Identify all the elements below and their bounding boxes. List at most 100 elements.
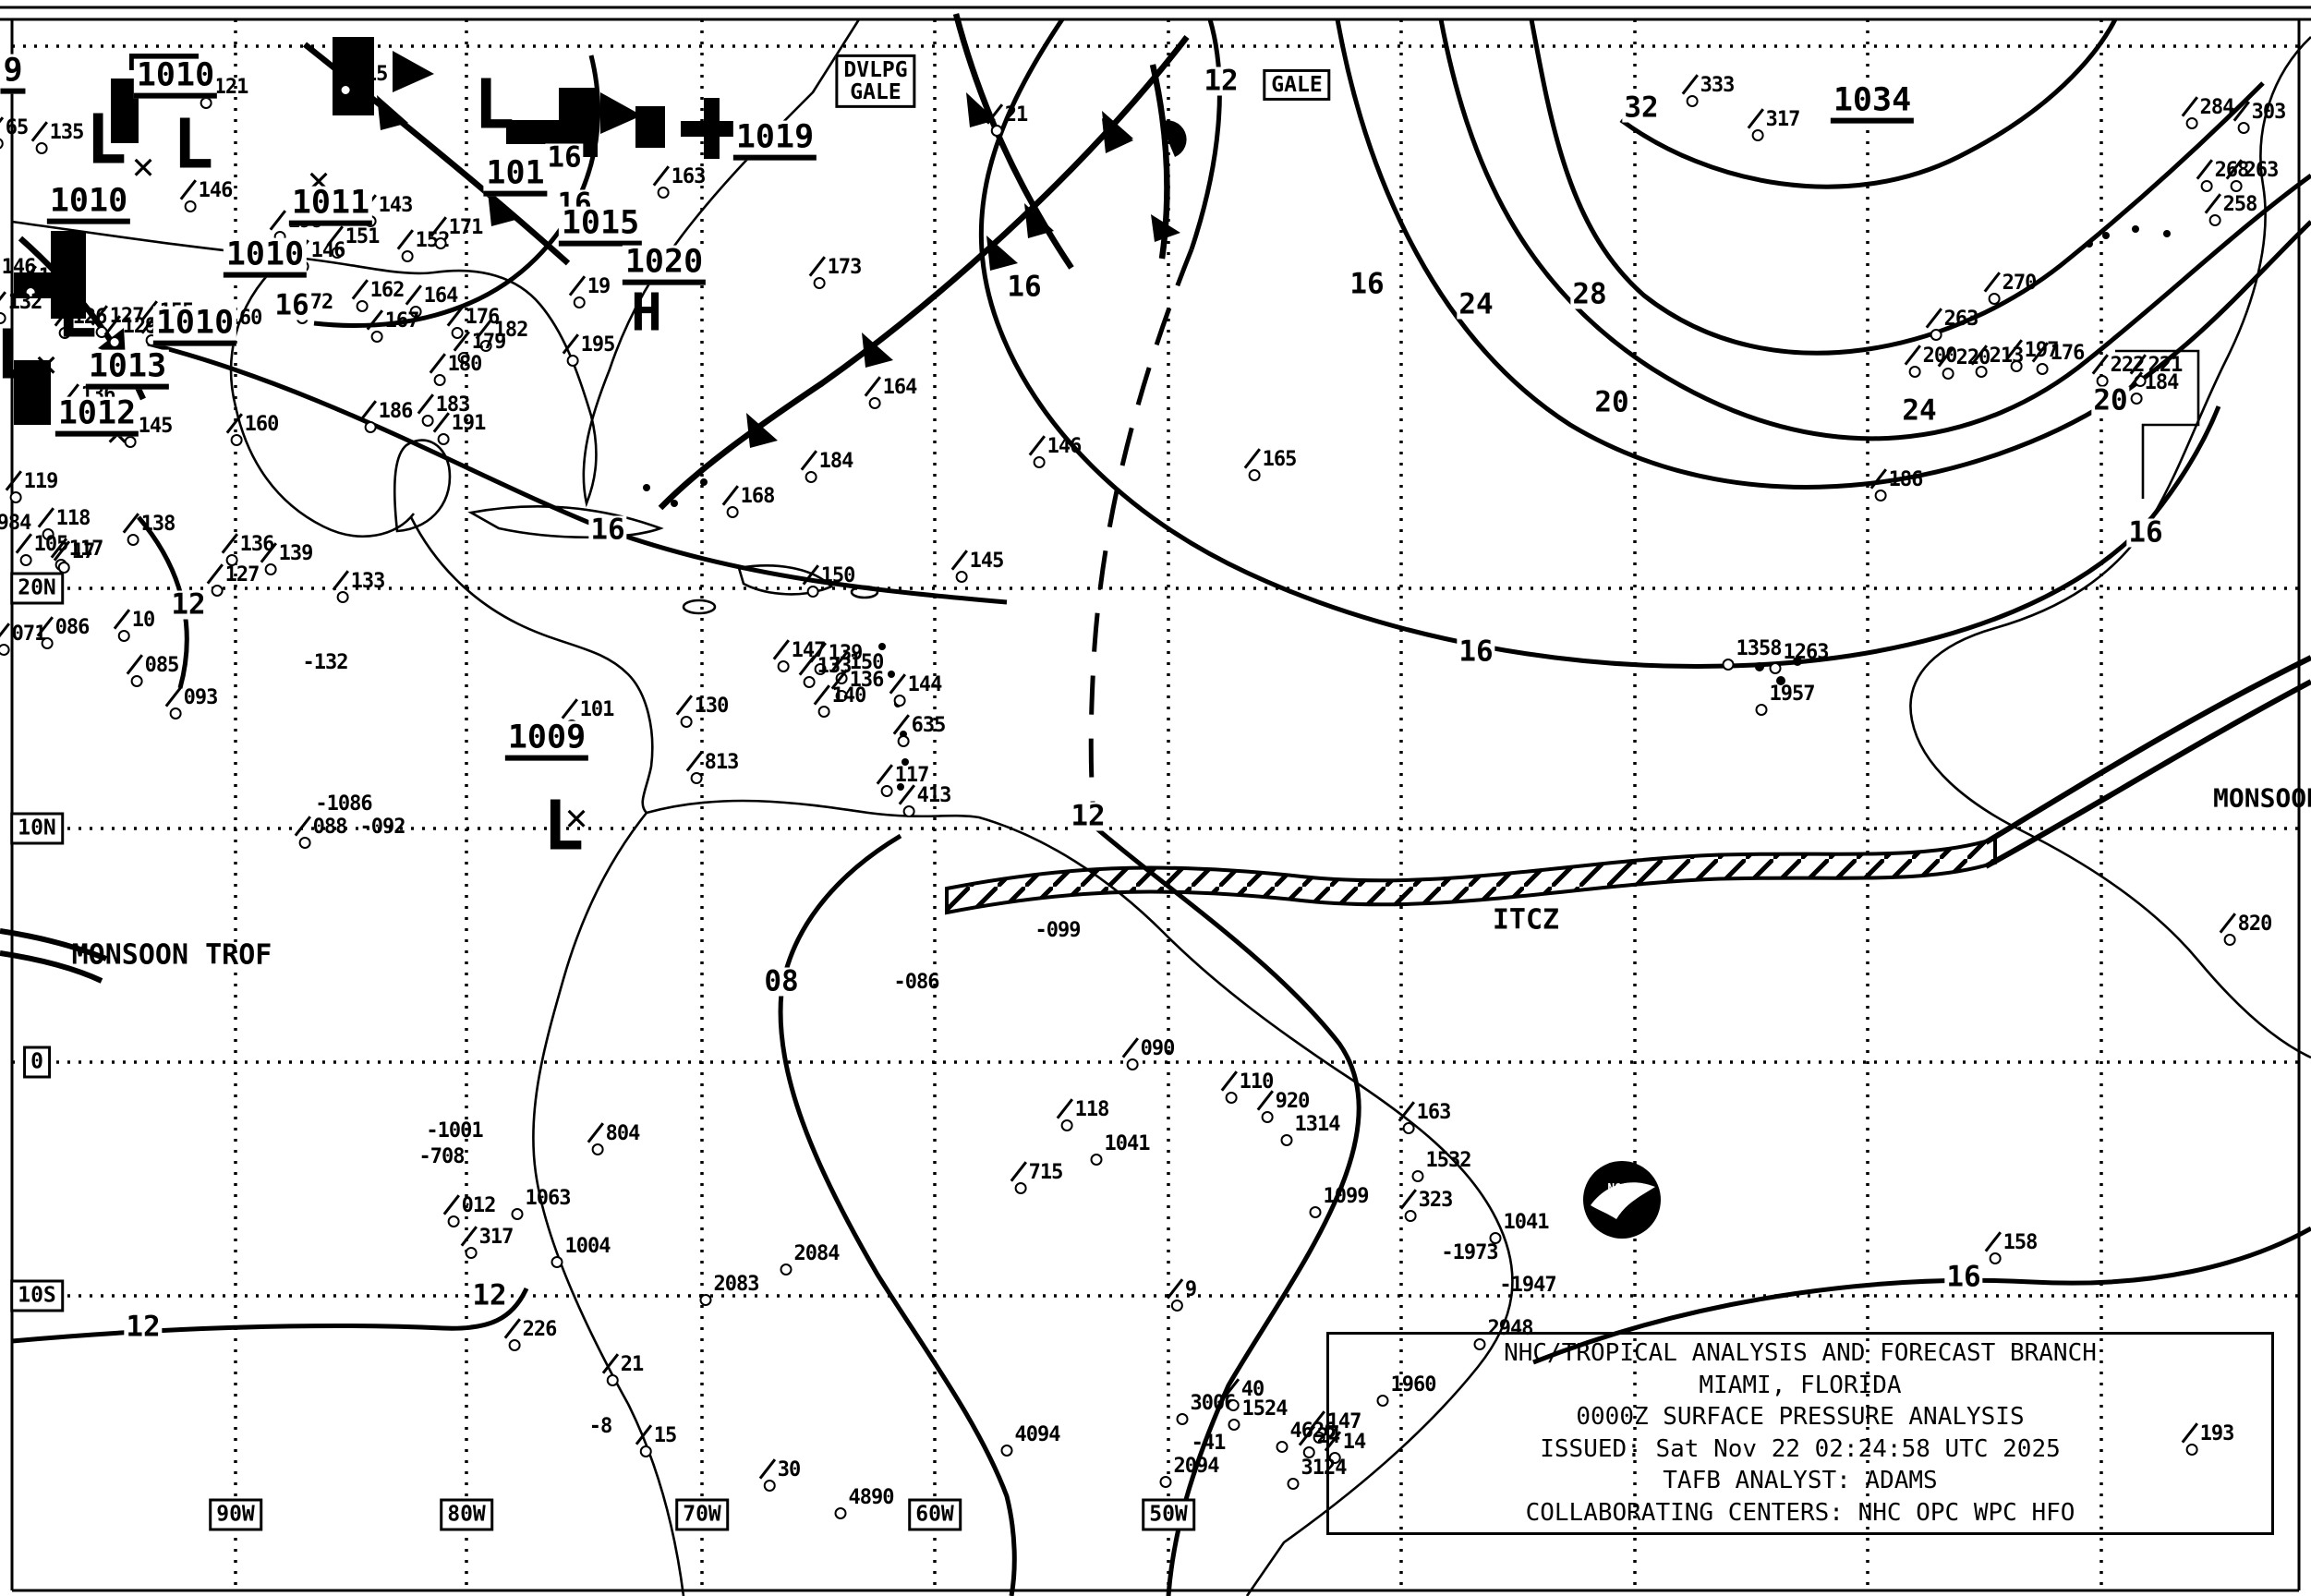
- isobar-label: 32: [1622, 91, 1661, 125]
- isobar-08: [778, 833, 1017, 1596]
- station-value: 115: [339, 63, 388, 96]
- station-value: 144: [893, 673, 942, 707]
- station-value: 263: [2230, 159, 2279, 192]
- station-value: 220: [1942, 346, 1990, 380]
- low-center-symbol: L: [542, 786, 585, 866]
- low-center-symbol: L: [473, 65, 515, 145]
- station-value: 920: [1261, 1090, 1310, 1123]
- station-value: 146: [1033, 435, 1082, 468]
- pressure-center-label: 1012: [54, 396, 139, 437]
- low-center-symbol: L: [55, 273, 98, 354]
- station-value: 093: [169, 686, 218, 719]
- station-value: 158: [1989, 1231, 2038, 1264]
- cold-front: [658, 35, 1190, 511]
- station-value: 1263: [1769, 641, 1829, 674]
- station-value: 085: [130, 654, 179, 687]
- station-value: 195: [566, 333, 615, 367]
- station-value: 090: [1126, 1037, 1175, 1070]
- station-value: 127: [211, 563, 260, 597]
- title-product: 0000Z SURFACE PRESSURE ANALYSIS: [1576, 1403, 2025, 1432]
- low-center-symbol: L: [172, 104, 214, 185]
- station-value: -1973: [1441, 1241, 1498, 1264]
- isobar-12: [11, 1287, 529, 1344]
- itcz-band: [945, 836, 1997, 915]
- isobar-label: 20: [2091, 383, 2130, 417]
- station-value: 086: [41, 616, 90, 649]
- station-value: 117: [880, 764, 929, 797]
- lon-label-70W: 70W: [675, 1498, 729, 1531]
- pressure-center-label: 1009: [504, 720, 589, 761]
- isobar-16: [147, 341, 1008, 605]
- isobar-label: 16: [1457, 635, 1495, 669]
- isobars: [11, 18, 2311, 1596]
- station-value: 163: [1402, 1101, 1451, 1134]
- isobar-12: [1093, 825, 1361, 1596]
- pressure-center-label: 1020: [622, 245, 707, 285]
- isobar-label: 16: [1348, 267, 1386, 301]
- station-value: 40: [1228, 1378, 1264, 1411]
- station-value: 14: [1329, 1431, 1366, 1464]
- station-value: 3124: [1287, 1457, 1347, 1490]
- station-value: 164: [868, 376, 917, 409]
- isobar-label: 12: [124, 1310, 163, 1344]
- low-center-symbol: L: [0, 315, 37, 395]
- center-x-mark: ✕: [131, 145, 155, 187]
- isobar-16: [1532, 1226, 2311, 1365]
- station-value: 146: [296, 239, 345, 272]
- isobar-label: 12: [1202, 64, 1240, 98]
- isobar-label: 16: [1944, 1260, 1983, 1294]
- isobar-label: 16: [272, 288, 311, 322]
- station-value: 167: [370, 309, 419, 343]
- title-analyst: TAFB ANALYST: ADAMS: [1663, 1467, 1938, 1495]
- station-value: 19: [574, 275, 611, 308]
- station-value: 4626: [1276, 1420, 1336, 1453]
- station-value: -1086: [315, 792, 372, 816]
- svg-text:NOAA: NOAA: [1607, 1182, 1636, 1196]
- lat-label-20N: 20N: [10, 572, 64, 605]
- station-value: 813: [690, 751, 739, 784]
- station-value: 133: [803, 655, 852, 688]
- isobar-label: 16: [1005, 270, 1044, 304]
- station-value: 30: [764, 1458, 801, 1492]
- title-city: MIAMI, FLORIDA: [1699, 1371, 1902, 1399]
- lat-label-10N: 10N: [10, 812, 64, 845]
- pressure-center-label: 1019: [732, 120, 817, 161]
- station-value: -41: [1191, 1432, 1227, 1455]
- station-value: 071: [0, 623, 46, 656]
- station-value: 15: [640, 1424, 677, 1457]
- station-value: 138: [127, 513, 175, 546]
- station-value: 1314: [1280, 1113, 1340, 1146]
- station-value: 323: [1404, 1189, 1453, 1222]
- station-value: 72: [296, 291, 333, 324]
- station-value: 105: [19, 533, 68, 566]
- station-value: 1041: [1090, 1132, 1150, 1166]
- isobar-16: [978, 18, 2221, 669]
- station-value: 145: [124, 415, 173, 448]
- station-value: 118: [1060, 1098, 1109, 1131]
- station-value: 317: [1751, 108, 1800, 141]
- station-value: 133: [336, 570, 385, 603]
- station-value: -132: [302, 651, 349, 674]
- station-value: 2083: [699, 1273, 759, 1306]
- station-value: 303: [2237, 101, 2286, 134]
- isobar-label: 16: [588, 513, 627, 547]
- station-value: 270: [1988, 272, 2037, 305]
- station-value: 222: [2096, 354, 2145, 387]
- station-value: 984: [0, 514, 31, 534]
- station-value: 1960: [1376, 1373, 1436, 1407]
- station-value: 145: [955, 550, 1004, 583]
- station-value: 163: [657, 165, 706, 199]
- station-value: 1524: [1228, 1397, 1288, 1431]
- station-value: -092: [359, 816, 406, 839]
- station-value: 184: [2130, 371, 2179, 405]
- cold-front: [952, 13, 1074, 270]
- station-value: 088: [298, 816, 347, 849]
- isobar-20: [1335, 18, 2311, 490]
- station-value: 9: [1170, 1278, 1197, 1312]
- pressure-center-label: 1010: [133, 58, 218, 99]
- station-value: 180: [433, 353, 482, 386]
- isobar-label: 12: [470, 1278, 509, 1312]
- monsoon-label: MONSOON: [2212, 782, 2311, 814]
